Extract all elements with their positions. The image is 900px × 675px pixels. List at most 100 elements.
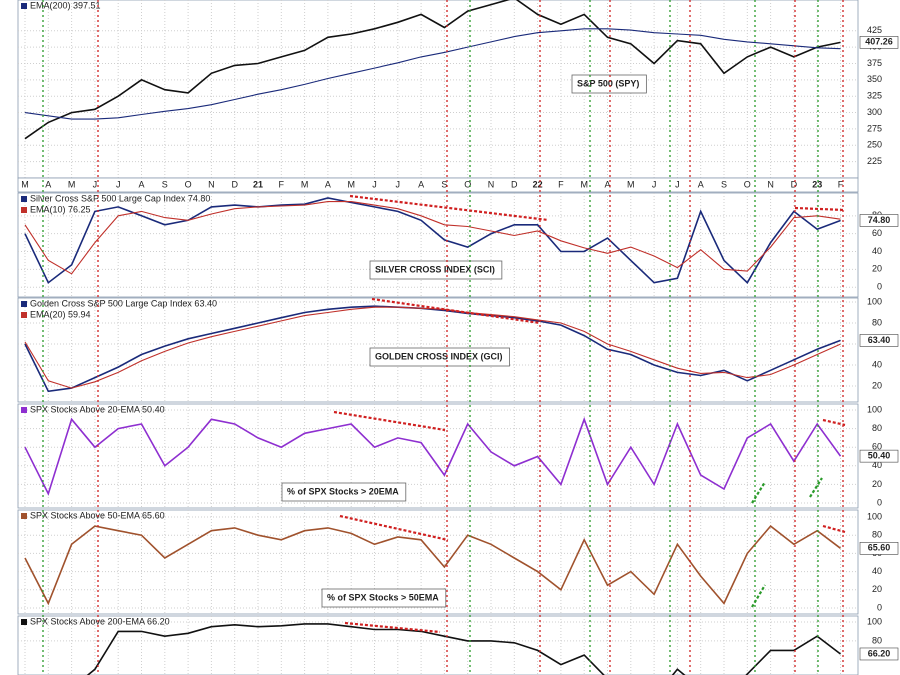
panel	[17, 615, 859, 675]
y-tick-label: 40	[872, 460, 882, 470]
y-tick-label: 100	[867, 404, 882, 414]
x-tick-label: N	[208, 179, 215, 189]
legend-label: EMA(200) 397.51	[30, 0, 101, 10]
last-value-label: 65.60	[868, 543, 891, 553]
panel	[17, 403, 859, 509]
last-value-box	[859, 334, 899, 347]
x-tick-label: M	[580, 179, 588, 189]
annotation: S&P 500 (SPY)	[577, 78, 639, 88]
y-tick-label: 300	[867, 107, 882, 117]
x-tick-label: S	[441, 179, 447, 189]
series-line	[24, 306, 841, 389]
y-tick-label: 100	[867, 296, 882, 306]
legend-label: EMA(20) 59.94	[30, 309, 91, 319]
last-value-label: 66.20	[868, 648, 891, 658]
legend-label: SPX Stocks Above 200-EMA 66.20	[30, 616, 170, 626]
trend-line	[822, 524, 846, 534]
last-value-box	[859, 542, 899, 555]
x-tick-label: J	[396, 179, 401, 189]
trend-line	[333, 410, 446, 432]
series-line	[24, 0, 841, 140]
x-tick-label: M	[347, 179, 355, 189]
trend-line	[794, 206, 846, 212]
x-tick-label: A	[698, 179, 704, 189]
y-tick-label: 60	[872, 228, 882, 238]
series-line	[24, 197, 841, 284]
legend-label: EMA(10) 76.25	[30, 204, 91, 214]
annotation-box	[321, 588, 447, 608]
trend-line	[751, 481, 766, 504]
plot	[24, 197, 841, 284]
annotation-box	[369, 347, 510, 367]
y-tick-label: 20	[872, 380, 882, 390]
x-tick-label: O	[464, 179, 471, 189]
y-tick-label: 0	[877, 282, 882, 292]
x-tick-label: M	[68, 179, 76, 189]
annotation-box	[369, 260, 503, 280]
x-tick-label: S	[162, 179, 168, 189]
x-tick-label: A	[45, 179, 51, 189]
annotation: SILVER CROSS INDEX (SCI)	[375, 264, 495, 274]
x-tick-label: M	[301, 179, 309, 189]
x-tick-label: A	[325, 179, 331, 189]
plot	[24, 524, 841, 606]
x-tick-label: F	[558, 179, 564, 189]
trend-line	[344, 621, 441, 634]
plot	[24, 305, 841, 393]
panel	[17, 192, 859, 298]
y-tick-label: 0	[877, 497, 882, 507]
y-tick-label: 40	[872, 566, 882, 576]
last-value-label: 407.26	[865, 37, 893, 47]
last-value-box	[859, 36, 899, 49]
y-tick-label: 80	[872, 317, 882, 327]
last-value-box	[859, 647, 899, 661]
y-tick-label: 225	[867, 156, 882, 166]
plot	[24, 0, 841, 140]
y-tick-label: 20	[872, 584, 882, 594]
series-line	[24, 28, 841, 120]
last-value-label: 50.40	[868, 451, 891, 461]
y-tick-label: 375	[867, 58, 882, 68]
legend-label: SPX Stocks Above 50-EMA 65.60	[30, 510, 165, 520]
annotation: GOLDEN CROSS INDEX (GCI)	[375, 351, 503, 361]
x-tick-label: A	[418, 179, 424, 189]
y-tick-label: 275	[867, 123, 882, 133]
x-tick-label: J	[675, 179, 680, 189]
y-tick-label: 350	[867, 74, 882, 84]
x-tick-label: N	[488, 179, 495, 189]
last-value-box	[859, 449, 899, 463]
y-tick-label: 60	[872, 442, 882, 452]
x-tick-label: J	[116, 179, 121, 189]
x-tick-label: S	[721, 179, 727, 189]
series-line	[24, 201, 841, 275]
legend-swatch	[21, 619, 27, 625]
legend-label: Golden Cross S&P 500 Large Cap Index 63.…	[30, 298, 217, 308]
x-tick-label: 23	[812, 179, 822, 189]
y-tick-label: 100	[867, 511, 882, 521]
plot	[24, 416, 842, 496]
x-tick-label: 22	[533, 179, 543, 189]
annotation: % of SPX Stocks > 20EMA	[287, 486, 399, 496]
x-tick-label: J	[372, 179, 377, 189]
y-tick-label: 100	[867, 616, 882, 626]
legend-swatch	[21, 196, 27, 202]
series-line	[24, 416, 842, 496]
last-value-label: 74.80	[868, 215, 891, 225]
y-tick-label: 325	[867, 91, 882, 101]
legend-swatch	[21, 312, 27, 318]
trend-line	[822, 418, 846, 427]
legend-swatch	[21, 301, 27, 307]
x-tick-label: O	[744, 179, 751, 189]
trend-line	[371, 297, 541, 325]
x-tick-label: 21	[253, 179, 263, 189]
legend-label: Silver Cross S&P 500 Large Cap Index 74.…	[30, 193, 210, 203]
x-tick-label: A	[604, 179, 610, 189]
plot	[86, 623, 841, 675]
legend-swatch	[21, 207, 27, 213]
x-tick-label: N	[767, 179, 774, 189]
annotation: % of SPX Stocks > 50EMA	[327, 592, 439, 602]
legend-swatch	[21, 513, 27, 519]
last-value-label: 63.40	[868, 335, 891, 345]
x-tick-label: O	[185, 179, 192, 189]
